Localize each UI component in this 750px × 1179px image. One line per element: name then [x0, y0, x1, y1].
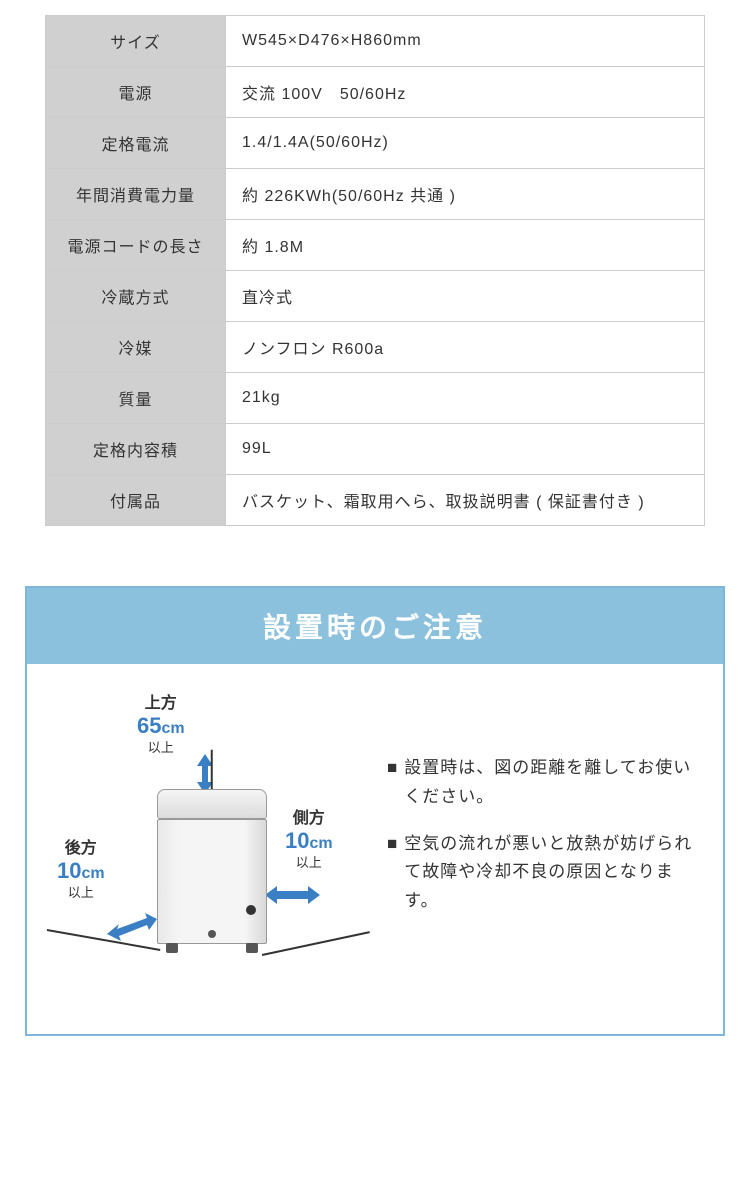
spec-label: 定格内容積	[46, 424, 226, 475]
spec-value: 約 1.8M	[226, 220, 705, 271]
table-row: 電源交流 100V 50/60Hz	[46, 67, 705, 118]
spec-label: サイズ	[46, 16, 226, 67]
clearance-diagram: 上方 65cm 以上 後方 10cm 以上 側方 10cm 以上	[47, 694, 367, 994]
table-row: 質量21kg	[46, 373, 705, 424]
arrow-back-icon	[107, 912, 157, 942]
arrow-side-icon	[265, 886, 320, 904]
spec-label: 質量	[46, 373, 226, 424]
notice-title: 設置時のご注意	[27, 588, 723, 664]
notice-body: 上方 65cm 以上 後方 10cm 以上 側方 10cm 以上	[27, 664, 723, 1034]
spec-value: 約 226KWh(50/60Hz 共通 )	[226, 169, 705, 220]
table-row: 冷媒ノンフロン R600a	[46, 322, 705, 373]
spec-label: 電源	[46, 67, 226, 118]
table-row: 電源コードの長さ約 1.8M	[46, 220, 705, 271]
clearance-top-label: 上方 65cm 以上	[137, 694, 185, 755]
clearance-side-label: 側方 10cm 以上	[285, 809, 333, 870]
table-row: 定格電流1.4/1.4A(50/60Hz)	[46, 118, 705, 169]
table-row: 冷蔵方式直冷式	[46, 271, 705, 322]
spec-label: 冷蔵方式	[46, 271, 226, 322]
table-row: 年間消費電力量約 226KWh(50/60Hz 共通 )	[46, 169, 705, 220]
notice-bullet: ■設置時は、図の距離を離してお使いください。	[387, 754, 703, 812]
spec-table: サイズW545×D476×H860mm電源交流 100V 50/60Hz定格電流…	[45, 15, 705, 526]
spec-label: 冷媒	[46, 322, 226, 373]
spec-label: 電源コードの長さ	[46, 220, 226, 271]
spec-value: 21kg	[226, 373, 705, 424]
spec-label: 年間消費電力量	[46, 169, 226, 220]
spec-value: 1.4/1.4A(50/60Hz)	[226, 118, 705, 169]
installation-notice: 設置時のご注意 上方 65cm 以上 後方 10cm 以上 側方 10cm 以上	[25, 586, 725, 1036]
spec-value: ノンフロン R600a	[226, 322, 705, 373]
table-row: 定格内容積99L	[46, 424, 705, 475]
spec-value: 直冷式	[226, 271, 705, 322]
notice-bullet: ■空気の流れが悪いと放熱が妨げられて故障や冷却不良の原因となります。	[387, 830, 703, 917]
freezer-illustration	[157, 789, 267, 944]
spec-value: 交流 100V 50/60Hz	[226, 67, 705, 118]
spec-value: W545×D476×H860mm	[226, 16, 705, 67]
spec-label: 付属品	[46, 475, 226, 526]
spec-value: 99L	[226, 424, 705, 475]
table-row: サイズW545×D476×H860mm	[46, 16, 705, 67]
table-row: 付属品バスケット、霜取用へら、取扱説明書 ( 保証書付き )	[46, 475, 705, 526]
clearance-back-label: 後方 10cm 以上	[57, 839, 105, 900]
spec-value: バスケット、霜取用へら、取扱説明書 ( 保証書付き )	[226, 475, 705, 526]
spec-label: 定格電流	[46, 118, 226, 169]
notice-text: ■設置時は、図の距離を離してお使いください。 ■空気の流れが悪いと放熱が妨げられて…	[387, 754, 703, 934]
